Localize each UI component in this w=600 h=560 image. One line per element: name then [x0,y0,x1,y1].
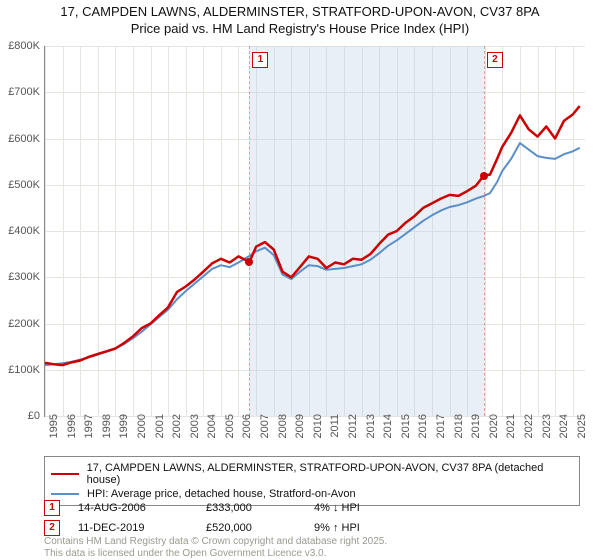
copyright-line-2: This data is licensed under the Open Gov… [44,548,580,560]
y-tick-label: £800K [0,40,40,52]
x-tick-label: 2015 [400,414,412,454]
event-date: 14-AUG-2006 [78,502,188,514]
event-delta: 9% ↑ HPI [314,522,414,534]
x-tick-label: 2003 [189,414,201,454]
x-tick-label: 2025 [576,414,588,454]
event-vline [484,46,485,416]
copyright-line-1: Contains HM Land Registry data © Crown c… [44,536,580,548]
x-tick-label: 2011 [329,414,341,454]
x-tick-label: 1999 [118,414,130,454]
x-tick-label: 2023 [541,414,553,454]
chart-container: 17, CAMPDEN LAWNS, ALDERMINSTER, STRATFO… [0,0,600,560]
y-tick-label: £300K [0,271,40,283]
sale-dot [245,258,253,266]
y-tick-label: £400K [0,225,40,237]
x-tick-label: 2016 [417,414,429,454]
y-tick-label: £700K [0,86,40,98]
x-tick-label: 1996 [66,414,78,454]
legend-swatch-hpi [51,493,79,495]
plot-area: 12 [44,46,585,417]
x-tick-label: 2019 [470,414,482,454]
x-tick-label: 2006 [241,414,253,454]
x-tick-label: 2001 [154,414,166,454]
y-tick-label: £500K [0,179,40,191]
x-tick-label: 1997 [83,414,95,454]
chart-title: 17, CAMPDEN LAWNS, ALDERMINSTER, STRATFO… [0,0,600,38]
sale-dot [480,172,488,180]
x-tick-label: 2018 [453,414,465,454]
y-tick-label: £100K [0,364,40,376]
title-line-1: 17, CAMPDEN LAWNS, ALDERMINSTER, STRATFO… [0,4,600,21]
legend-row-price-paid: 17, CAMPDEN LAWNS, ALDERMINSTER, STRATFO… [51,461,573,487]
legend-swatch-price-paid [51,473,79,475]
event-date: 11-DEC-2019 [78,522,188,534]
x-tick-label: 2012 [347,414,359,454]
x-tick-label: 2014 [382,414,394,454]
y-tick-label: £600K [0,133,40,145]
x-tick-label: 2007 [259,414,271,454]
x-tick-label: 2022 [523,414,535,454]
event-vline [249,46,250,416]
event-marker: 1 [44,500,60,516]
x-tick-label: 2008 [277,414,289,454]
event-marker: 2 [487,52,503,68]
y-tick-label: £200K [0,318,40,330]
series-svg [45,46,585,416]
event-delta: 4% ↓ HPI [314,502,414,514]
x-tick-label: 2021 [505,414,517,454]
x-tick-label: 2005 [224,414,236,454]
x-tick-label: 2010 [312,414,324,454]
event-row: 1 14-AUG-2006 £333,000 4% ↓ HPI [44,498,580,518]
events-table: 1 14-AUG-2006 £333,000 4% ↓ HPI 2 11-DEC… [44,498,580,538]
x-tick-label: 2004 [206,414,218,454]
x-tick-label: 2009 [294,414,306,454]
x-tick-label: 2024 [558,414,570,454]
event-marker: 1 [252,52,268,68]
x-tick-label: 2013 [365,414,377,454]
x-tick-label: 2017 [435,414,447,454]
title-line-2: Price paid vs. HM Land Registry's House … [0,21,600,38]
y-tick-label: £0 [0,410,40,422]
x-tick-label: 1998 [101,414,113,454]
event-price: £520,000 [206,522,296,534]
event-marker: 2 [44,520,60,536]
x-tick-label: 2002 [171,414,183,454]
legend-label-price-paid: 17, CAMPDEN LAWNS, ALDERMINSTER, STRATFO… [87,462,573,486]
x-tick-label: 2000 [136,414,148,454]
x-tick-label: 1995 [48,414,60,454]
copyright: Contains HM Land Registry data © Crown c… [44,536,580,560]
event-row: 2 11-DEC-2019 £520,000 9% ↑ HPI [44,518,580,538]
x-tick-label: 2020 [488,414,500,454]
event-price: £333,000 [206,502,296,514]
